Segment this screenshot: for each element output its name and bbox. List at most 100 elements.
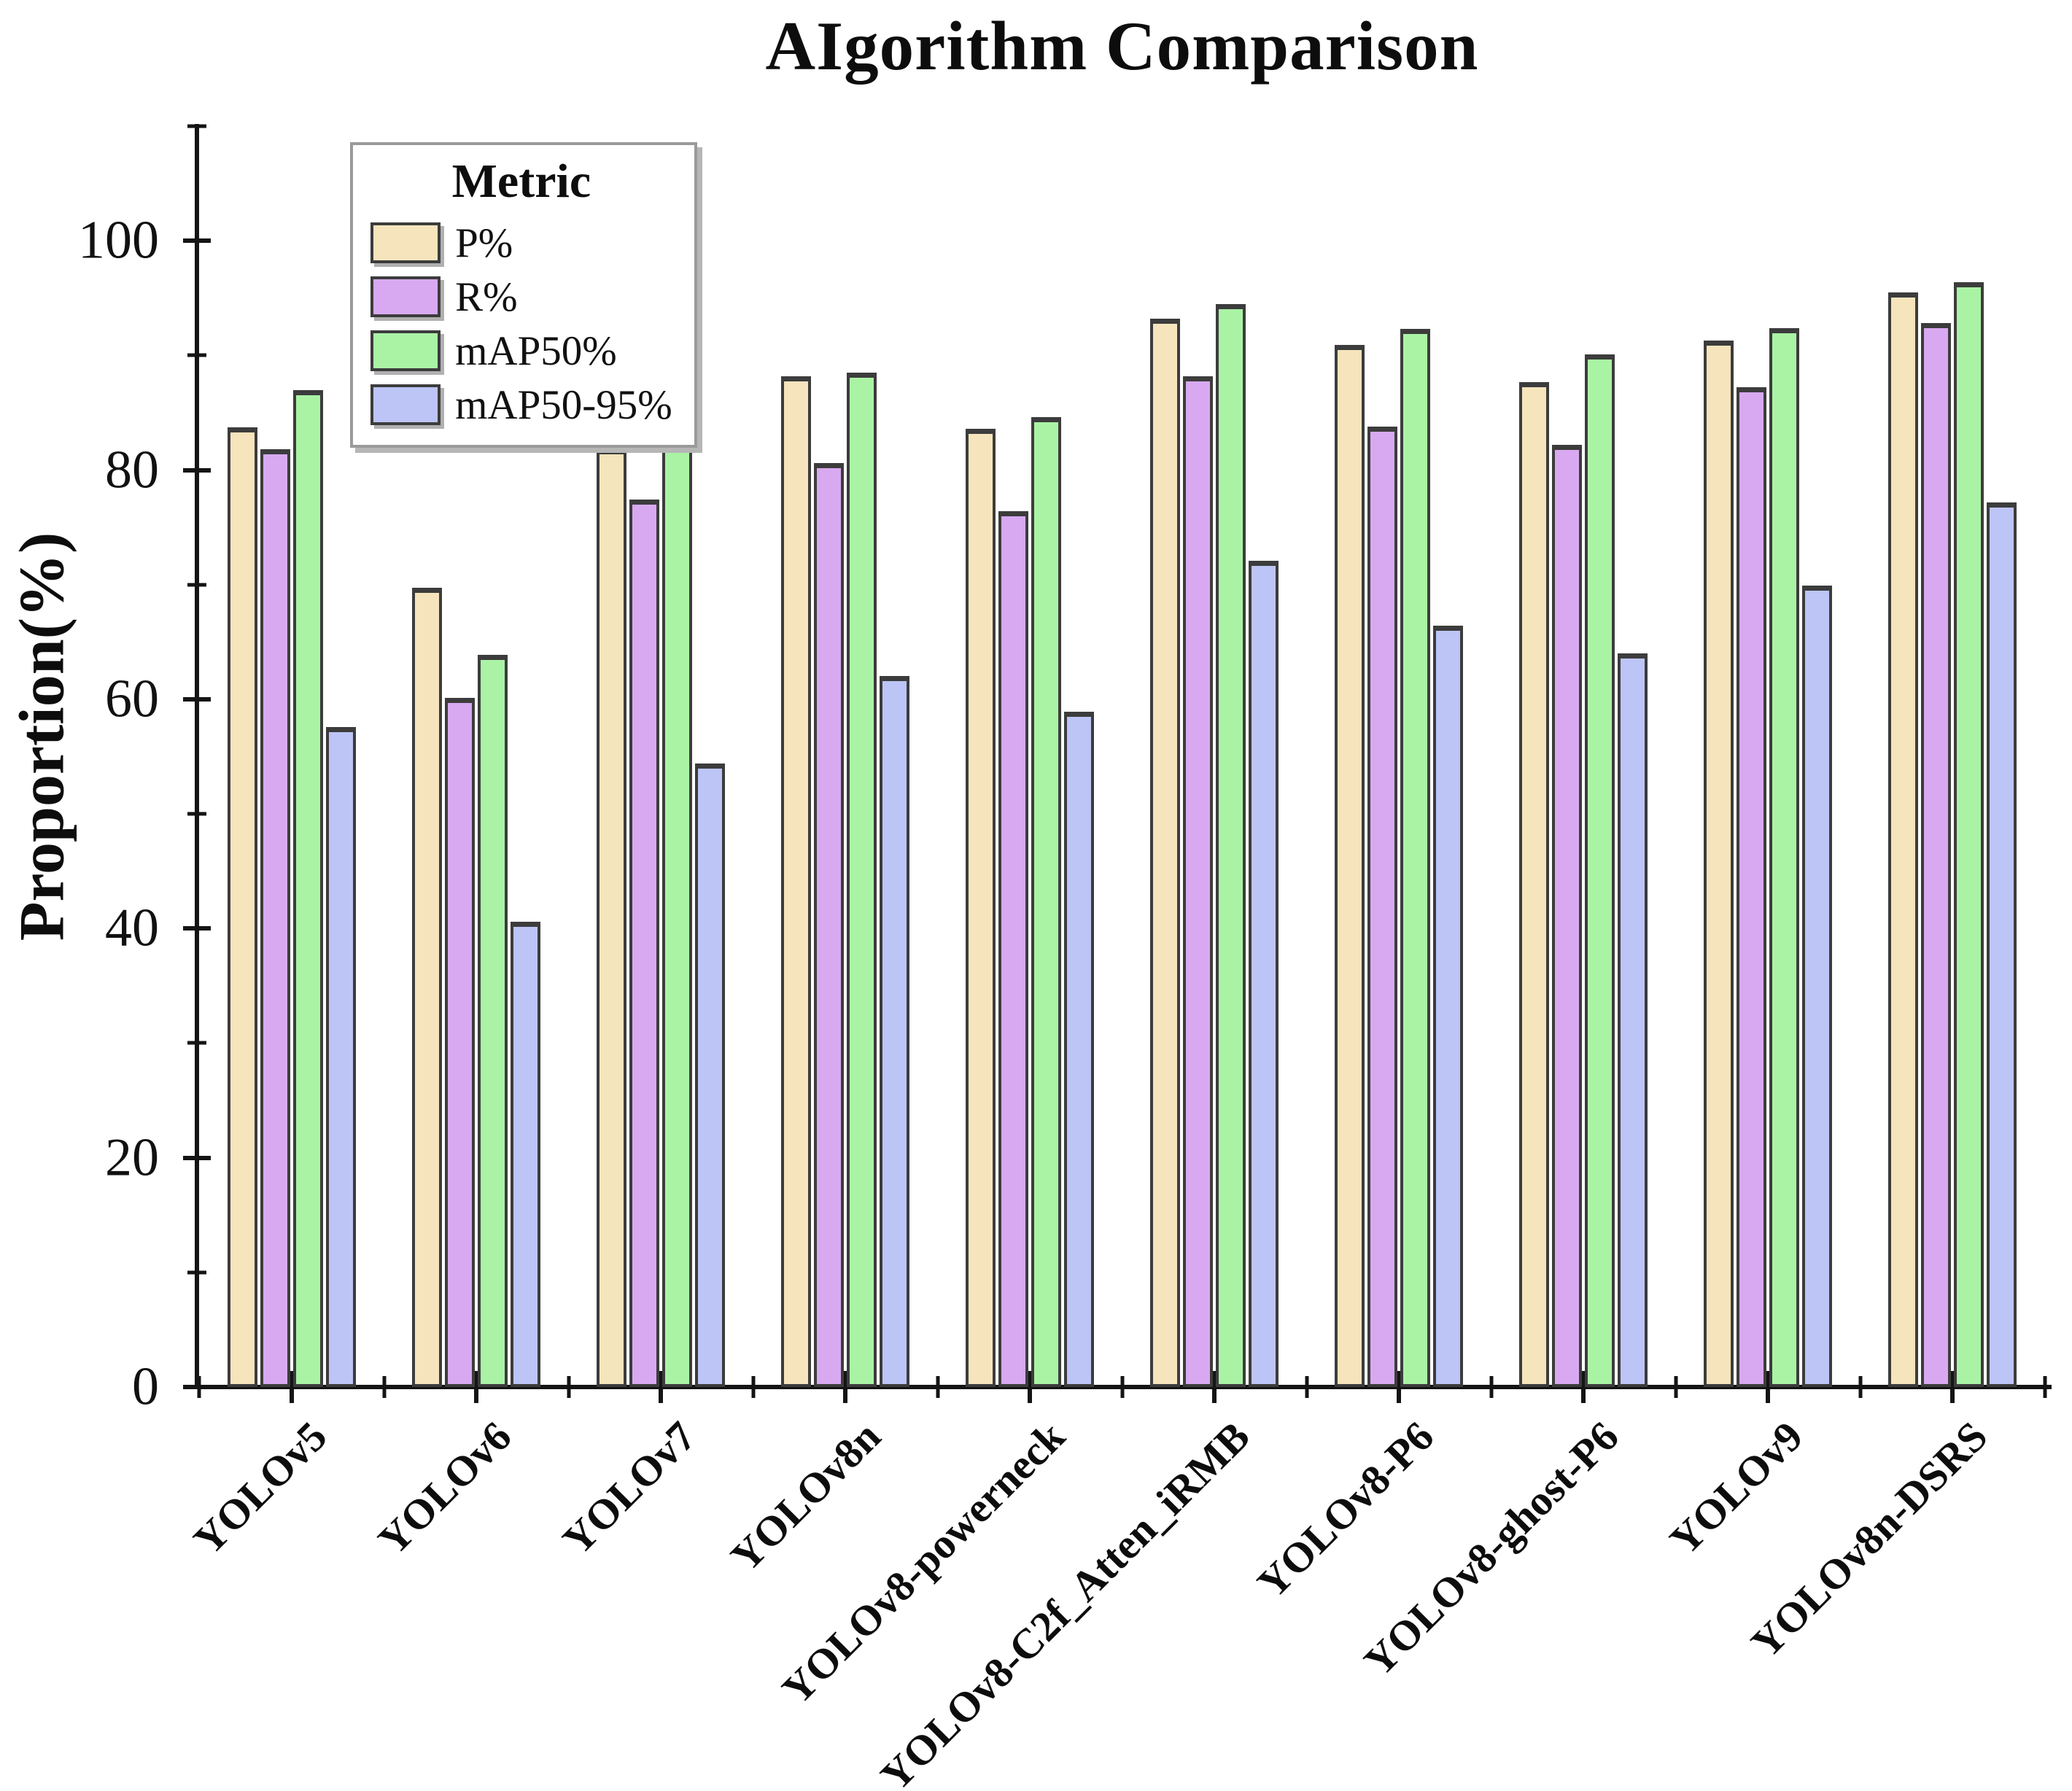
bar [847, 372, 877, 1387]
x-tick-label: YOLOv8-P6 [1248, 1412, 1443, 1607]
y-tick-label: 80 [105, 440, 159, 500]
bar [1064, 712, 1094, 1387]
bar [597, 449, 626, 1387]
legend-item: mAP50-95% [370, 381, 672, 429]
x-minor-tick [382, 1376, 386, 1398]
x-tick-label: YOLOv5 [184, 1412, 336, 1564]
x-minor-tick [1674, 1376, 1677, 1398]
y-major-tick [183, 238, 211, 244]
bar [228, 427, 257, 1387]
bar [1031, 417, 1061, 1387]
bar [1737, 387, 1766, 1387]
x-tick-label: YOLOv8-C2f_Atten_iRMB [871, 1412, 1259, 1791]
legend-label: P% [455, 219, 513, 266]
y-minor-tick [187, 583, 206, 587]
bar [1888, 292, 1918, 1387]
legend-swatch [370, 276, 441, 318]
bar [1802, 586, 1832, 1387]
bar [1150, 319, 1180, 1387]
y-minor-tick [187, 1270, 206, 1275]
legend-title: Metric [451, 154, 591, 208]
bar [511, 921, 540, 1387]
bar [814, 463, 844, 1387]
y-axis-label: Proportion(%) [7, 532, 78, 941]
bar [695, 763, 725, 1387]
x-minor-tick [197, 1376, 201, 1398]
bar [1400, 329, 1430, 1387]
bar [880, 676, 909, 1387]
x-major-tick [474, 1371, 478, 1403]
y-major-tick [183, 467, 211, 473]
x-minor-tick [1120, 1376, 1124, 1398]
bar [1987, 502, 2017, 1387]
bar [1249, 560, 1278, 1387]
bar [966, 428, 996, 1387]
chart-title: AIgorithm Comparison [765, 7, 1479, 85]
y-tick-label: 60 [105, 669, 159, 729]
legend-item: mAP50% [370, 327, 672, 375]
bar [1769, 327, 1799, 1387]
bar [1921, 323, 1951, 1387]
y-tick-label: 100 [78, 210, 159, 271]
y-minor-tick [187, 353, 206, 357]
legend-swatch [370, 330, 441, 372]
legend-swatch [370, 222, 441, 264]
bar [293, 389, 323, 1387]
legend-item: P% [370, 219, 672, 267]
x-major-tick [1027, 1371, 1032, 1403]
x-major-tick [1950, 1371, 1955, 1403]
legend-swatch [370, 384, 441, 426]
x-minor-tick [1305, 1376, 1308, 1398]
bar [1335, 345, 1365, 1387]
y-tick-label: 20 [105, 1127, 159, 1188]
y-minor-tick [187, 1041, 206, 1045]
bar [1519, 381, 1549, 1387]
y-major-tick [183, 926, 211, 931]
bar [326, 726, 356, 1387]
x-major-tick [659, 1371, 663, 1403]
x-tick-label: YOLOv6 [368, 1412, 521, 1564]
x-minor-tick [1489, 1376, 1493, 1398]
x-minor-tick [2043, 1376, 2046, 1398]
x-major-tick [289, 1371, 294, 1403]
y-tick-label: 40 [105, 898, 159, 958]
x-major-tick [842, 1371, 847, 1403]
x-minor-tick [936, 1376, 939, 1398]
plot-area: Metric P% R% mAP50% mAP50-95% 0 20 40 60 80 100 Y… [78, 124, 2052, 1791]
bar [1954, 281, 1984, 1387]
x-major-tick [1766, 1371, 1770, 1403]
bar [1585, 354, 1615, 1387]
bar [998, 511, 1028, 1387]
y-major-tick [183, 696, 211, 702]
bar [478, 654, 508, 1387]
x-tick-label: YOLOv7 [553, 1412, 705, 1564]
y-axis-spine [195, 124, 199, 1389]
legend-item: R% [370, 273, 672, 321]
x-tick-label: YOLOv8n [721, 1412, 890, 1581]
bar [1552, 444, 1582, 1387]
bar [1183, 376, 1213, 1387]
bar [1367, 426, 1397, 1387]
y-tick-label: 0 [132, 1356, 159, 1417]
bar [1433, 626, 1463, 1387]
bar [629, 500, 659, 1387]
legend-label: R% [455, 273, 518, 320]
x-minor-tick [567, 1376, 570, 1398]
bar [781, 376, 811, 1387]
bar [662, 434, 692, 1387]
bar [1216, 303, 1246, 1387]
legend: Metric P% R% mAP50% mAP50-95% [350, 141, 697, 448]
x-major-tick [1212, 1371, 1217, 1403]
y-minor-tick [187, 812, 206, 816]
x-major-tick [1581, 1371, 1586, 1403]
x-tick-label: YOLOv9 [1660, 1412, 1812, 1564]
y-major-tick [183, 1385, 211, 1389]
y-major-tick [183, 1155, 211, 1160]
bar [1704, 340, 1734, 1387]
legend-label: mAP50-95% [455, 381, 672, 428]
x-minor-tick [1858, 1376, 1862, 1398]
x-major-tick [1397, 1371, 1401, 1403]
y-minor-tick [187, 124, 206, 128]
bar [412, 588, 442, 1387]
